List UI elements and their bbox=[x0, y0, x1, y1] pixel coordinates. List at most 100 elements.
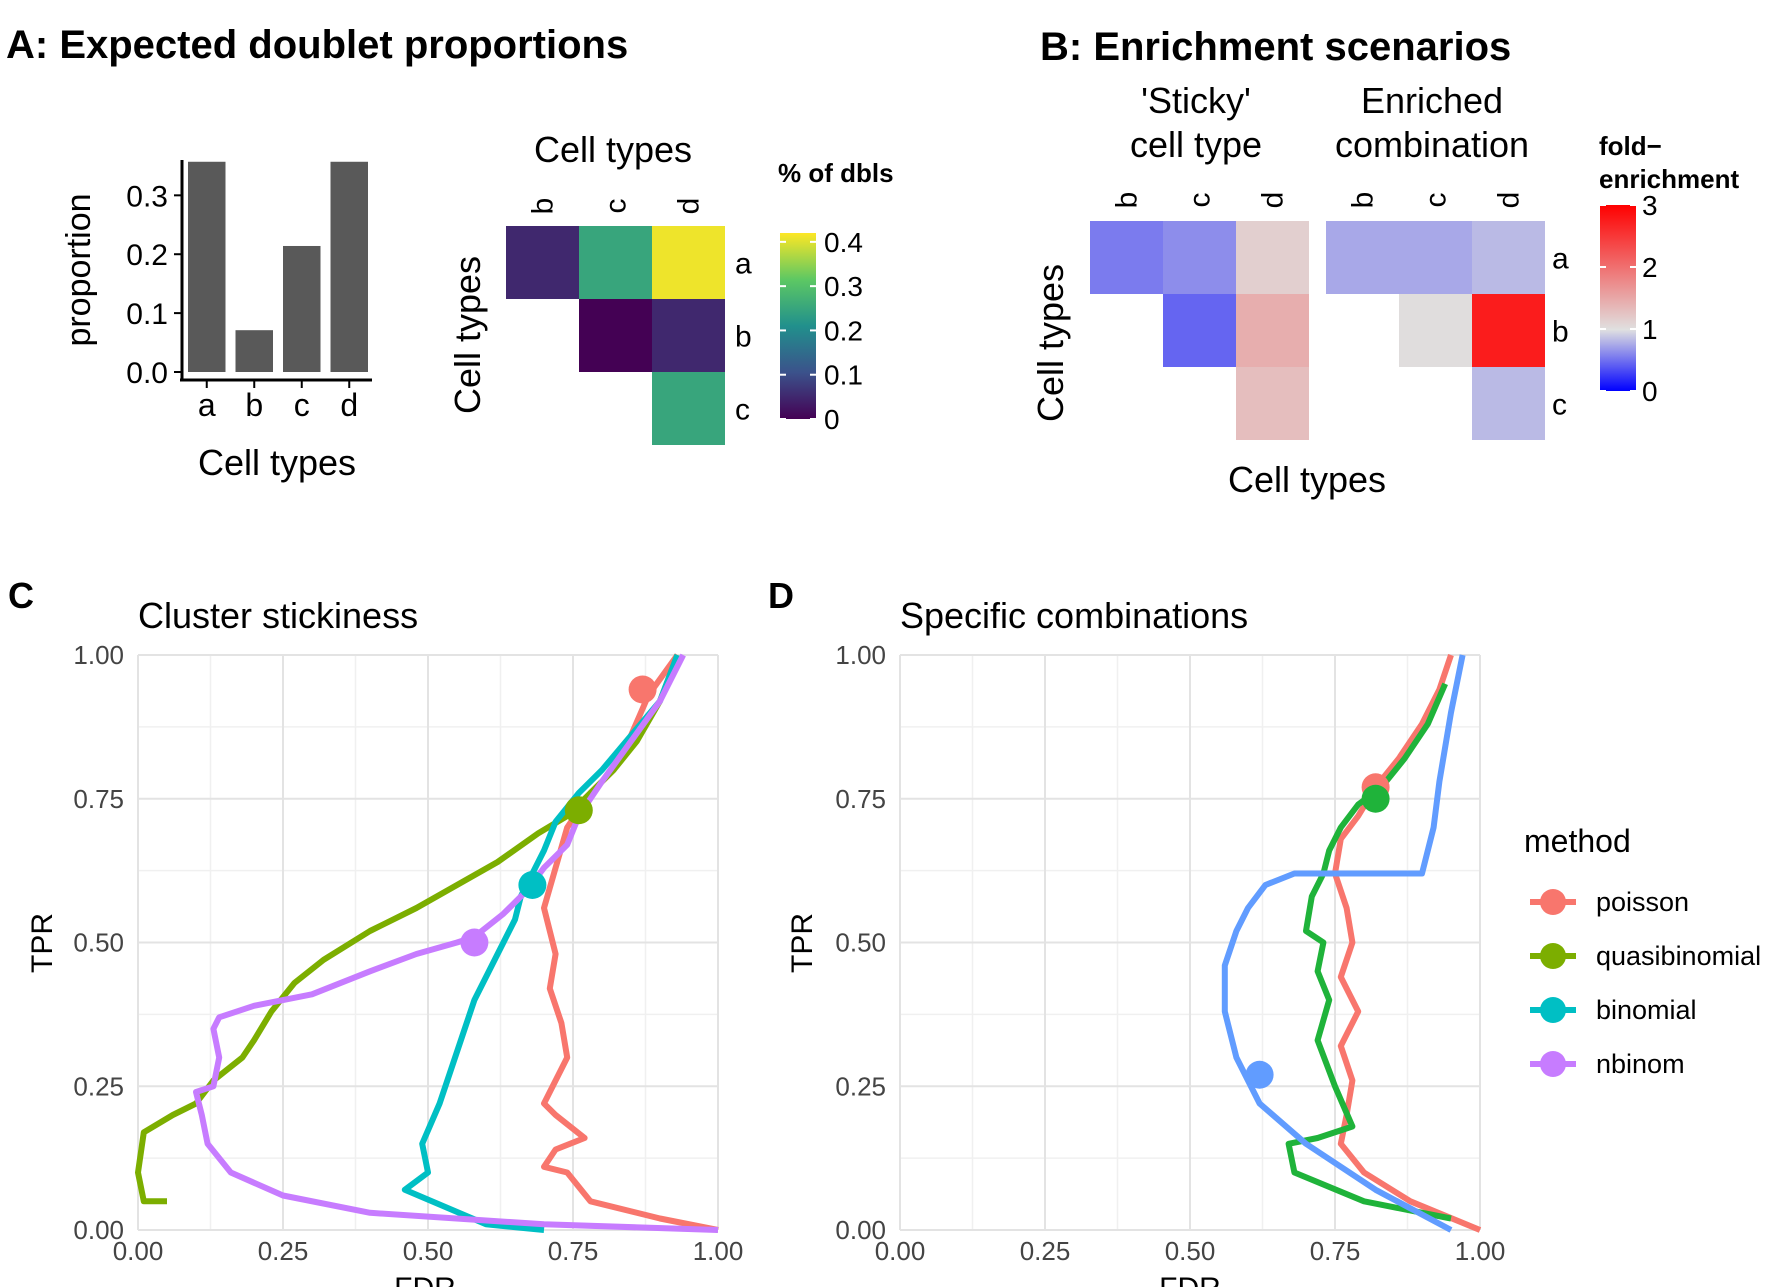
bar-chart-xtick-label: b bbox=[245, 387, 263, 423]
chart-c-series-binomial bbox=[401, 653, 681, 1233]
chart-c-marker-poisson bbox=[628, 675, 657, 704]
chart-d-xtick-label: 0.00 bbox=[875, 1236, 926, 1266]
chart-c-ytick-label: 0.50 bbox=[73, 928, 124, 958]
heatmap-b-cell-1-a-d bbox=[1472, 221, 1545, 294]
heatmap-a-cell-b-c bbox=[579, 299, 652, 372]
chart-d-ytick-label: 0.50 bbox=[835, 928, 886, 958]
chart-d-series-poisson bbox=[1332, 654, 1482, 1233]
chart-c-xtick-label: 0.00 bbox=[113, 1236, 164, 1266]
legend-label-nbinom: nbinom bbox=[1596, 1049, 1685, 1079]
chart-d-ytick-label: 0.00 bbox=[835, 1215, 886, 1245]
bar-chart-xtick-label: d bbox=[340, 387, 358, 423]
heatmap-b-ylabel: Cell types bbox=[1030, 264, 1071, 422]
chart-c-title: Cluster stickiness bbox=[138, 595, 418, 636]
chart-c-ytick-label: 1.00 bbox=[73, 640, 124, 670]
heatmap-a-cell-a-c bbox=[579, 226, 652, 299]
heatmap-b-legend-title-line2: enrichment bbox=[1599, 164, 1739, 194]
heatmap-b-col-label: c bbox=[1420, 193, 1453, 208]
facet-sticky-label-line1: 'Sticky' bbox=[1141, 80, 1251, 121]
heatmap-a-ylabel: Cell types bbox=[447, 256, 488, 414]
chart-d-ytick-label: 1.00 bbox=[835, 640, 886, 670]
heatmap-b-row-label: b bbox=[1552, 316, 1569, 349]
heatmap-a-colorbar bbox=[780, 233, 816, 419]
chart-c-xtick-label: 0.50 bbox=[403, 1236, 454, 1266]
bar-a bbox=[188, 161, 226, 372]
chart-c-series-quasibinomial bbox=[135, 653, 681, 1205]
chart-c-marker-quasibinomial bbox=[564, 796, 593, 825]
heatmap-a-col-label: d bbox=[673, 198, 706, 215]
heatmap-a-title: Cell types bbox=[534, 129, 692, 170]
bar-chart-xlabel: Cell types bbox=[198, 442, 356, 483]
heatmap-b-cell-1-b-d bbox=[1472, 294, 1545, 367]
heatmap-doublet-proportions: Cell types Cell types % of dbls b c d a b c 0 0… bbox=[447, 129, 894, 445]
chart-d-ytick-label: 0.75 bbox=[835, 784, 886, 814]
chart-d-xtick-label: 0.75 bbox=[1310, 1236, 1361, 1266]
legend-label-quasibinomial: quasibinomial bbox=[1596, 941, 1761, 971]
bar-d bbox=[330, 161, 368, 372]
heatmap-a-legend-label: 0.4 bbox=[824, 227, 863, 258]
heatmap-b-row-label: c bbox=[1552, 389, 1567, 422]
heatmap-a-cell-a-d bbox=[652, 226, 725, 299]
heatmap-b-cell-1-c-d bbox=[1472, 367, 1545, 440]
chart-d-series-nbinom bbox=[1221, 654, 1466, 1233]
heatmap-b-cell-0-a-c bbox=[1163, 221, 1236, 294]
heatmap-b-cell-0-a-b bbox=[1090, 221, 1163, 294]
chart-c-xtick-label: 0.75 bbox=[548, 1236, 599, 1266]
heatmap-a-row-label: c bbox=[735, 394, 750, 427]
legend-marker-nbinom bbox=[1540, 1051, 1566, 1077]
chart-c-marker-nbinom bbox=[460, 928, 489, 957]
chart-d-xtick-label: 0.50 bbox=[1165, 1236, 1216, 1266]
heatmap-b-legend-title-line1: fold− bbox=[1599, 131, 1662, 161]
chart-d-ylabel: TPR bbox=[786, 913, 819, 973]
heatmap-a-legend-label: 0.2 bbox=[824, 315, 863, 346]
chart-d-ytick-label: 0.25 bbox=[835, 1071, 886, 1101]
line-chart-specific-combinations: Specific combinations TPR FDR method 0.0… bbox=[786, 595, 1761, 1287]
bar-chart-ytick-label: 0.1 bbox=[126, 298, 168, 331]
chart-c-marker-binomial bbox=[518, 871, 547, 899]
legend-label-binomial: binomial bbox=[1596, 995, 1697, 1025]
chart-c-ylabel: TPR bbox=[26, 913, 59, 973]
heatmap-b-col-label: c bbox=[1184, 193, 1217, 208]
heatmap-b-xlabel: Cell types bbox=[1228, 459, 1386, 500]
heatmap-b-col-label: d bbox=[1257, 192, 1290, 209]
bar-chart-ytick-label: 0.2 bbox=[126, 239, 168, 272]
bar-chart-ytick-label: 0.3 bbox=[126, 180, 168, 213]
heatmap-a-cell-a-b bbox=[506, 226, 579, 299]
heatmap-b-legend-label: 2 bbox=[1642, 252, 1658, 283]
heatmap-b-cell-0-c-d bbox=[1236, 367, 1309, 440]
heatmap-b-cell-0-b-d bbox=[1236, 294, 1309, 367]
heatmap-b-legend-label: 0 bbox=[1642, 376, 1658, 407]
chart-c-ytick-label: 0.75 bbox=[73, 784, 124, 814]
chart-c-ytick-label: 0.25 bbox=[73, 1071, 124, 1101]
heatmap-b-cell-0-b-c bbox=[1163, 294, 1236, 367]
panel-a-title: A: Expected doublet proportions bbox=[6, 23, 628, 67]
heatmap-b-col-label: b bbox=[1111, 192, 1144, 209]
chart-d-marker-nbinom bbox=[1245, 1060, 1274, 1089]
legend-marker-binomial bbox=[1540, 997, 1566, 1023]
heatmap-b-cell-1-a-b bbox=[1326, 221, 1399, 294]
heatmap-a-legend-label: 0 bbox=[824, 404, 840, 435]
legend-marker-poisson bbox=[1540, 889, 1566, 915]
facet-enriched-label-line2: combination bbox=[1335, 124, 1529, 165]
line-chart-cluster-stickiness: Cluster stickiness TPR FDR 0.00 0.25 0.50 0… bbox=[26, 595, 743, 1287]
heatmap-b-cell-1-a-c bbox=[1399, 221, 1472, 294]
chart-d-xtick-label: 1.00 bbox=[1455, 1236, 1506, 1266]
chart-c-series-nbinom bbox=[193, 653, 719, 1233]
heatmap-b-row-label: a bbox=[1552, 243, 1569, 276]
heatmap-a-legend-label: 0.3 bbox=[824, 271, 863, 302]
chart-c-xtick-label: 1.00 bbox=[693, 1236, 744, 1266]
bar-chart-xtick-label: c bbox=[294, 387, 310, 423]
bar-chart-proportions: proportion Cell types 0.0 0.1 0.2 0.3 a b c d bbox=[60, 160, 372, 483]
heatmap-b-cell-0-a-d bbox=[1236, 221, 1309, 294]
heatmap-enrichment-scenarios: 'Sticky' cell type Enriched combination … bbox=[1030, 80, 1739, 500]
bar-chart-ytick-label: 0.0 bbox=[126, 357, 168, 390]
bar-b bbox=[235, 330, 273, 372]
bar-chart-xtick-label: a bbox=[198, 387, 216, 423]
chart-d-marker-quasibinomial bbox=[1361, 784, 1390, 813]
heatmap-a-cell-c-d bbox=[652, 372, 725, 445]
chart-d-xlabel: FDR bbox=[1159, 1272, 1221, 1287]
heatmap-b-cell-1-b-c bbox=[1399, 294, 1472, 367]
panel-c-letter: C bbox=[8, 575, 34, 616]
chart-c-ytick-label: 0.00 bbox=[73, 1215, 124, 1245]
